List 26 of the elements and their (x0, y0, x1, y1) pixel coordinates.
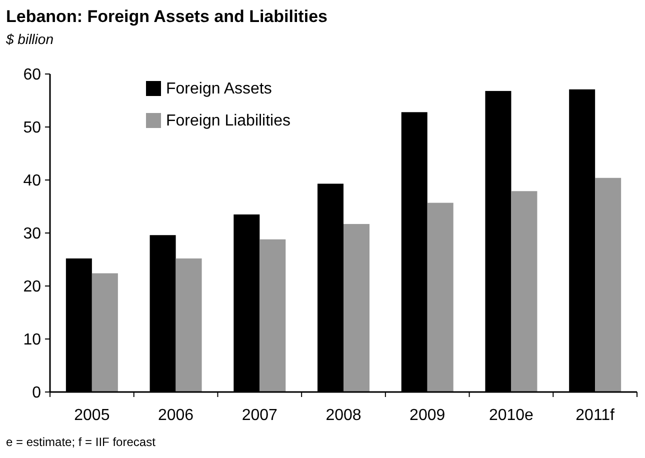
x-tick-label: 2007 (242, 407, 278, 424)
bar (511, 191, 538, 392)
bar (260, 239, 286, 392)
x-tick-label: 2009 (410, 407, 446, 424)
y-tick-label: 30 (23, 226, 42, 243)
bar (344, 224, 370, 392)
x-tick-label: 2006 (158, 407, 194, 424)
y-tick-label: 60 (23, 66, 42, 84)
text: e = estimate; f = IIF forecast (6, 435, 156, 449)
bar (176, 258, 202, 392)
y-tick-label: 10 (23, 332, 42, 349)
bar (92, 273, 118, 392)
legend-label: Foreign Liabilities (166, 112, 291, 130)
y-tick-label: 0 (32, 384, 42, 402)
y-tick-label: 50 (23, 120, 42, 137)
chart-title: Lebanon: Foreign Assets and Liabilities (6, 7, 328, 26)
bar (595, 178, 622, 392)
y-tick-label: 40 (23, 172, 42, 190)
x-tick-label: 2008 (326, 407, 362, 424)
x-tick-label: 2011f (576, 407, 616, 424)
x-tick-label: 2005 (74, 407, 110, 424)
chart-subtitle: $ billion (5, 31, 54, 47)
y-tick-label: 20 (23, 278, 42, 296)
legend-label: Foreign Assets (166, 80, 272, 98)
x-tick-label: 2010e (488, 407, 534, 424)
bar (427, 202, 454, 392)
